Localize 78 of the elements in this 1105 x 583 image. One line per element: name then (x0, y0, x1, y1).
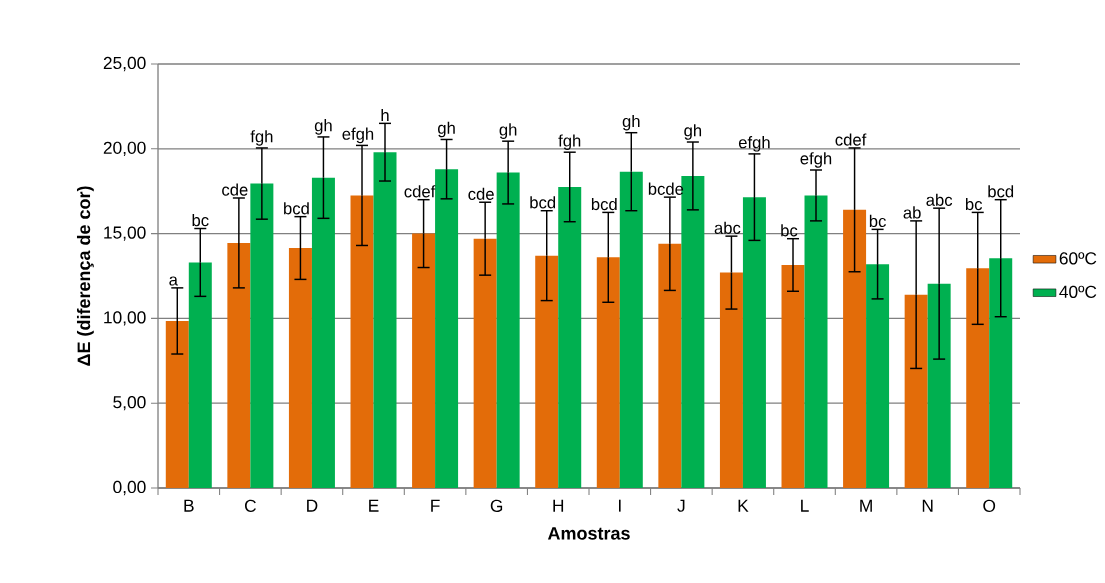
bar (535, 255, 559, 488)
x-tick-label: L (801, 499, 809, 512)
x-tick-label: N (922, 499, 933, 512)
annotation: gh (438, 121, 455, 138)
annotation: ab (903, 206, 921, 219)
annotation: cdef (835, 133, 867, 146)
bar (966, 268, 990, 488)
bar (866, 264, 890, 488)
bar (250, 183, 274, 488)
x-tick-label: F (431, 499, 440, 512)
annotation: fgh (250, 130, 273, 146)
annotation: cde (222, 183, 248, 196)
bar (288, 248, 312, 488)
annotation: abc (714, 221, 741, 234)
annotation: gh (499, 123, 517, 139)
annotation: bc (781, 224, 798, 237)
bar (435, 169, 459, 488)
x-tick-label: M (860, 499, 872, 512)
annotation: bcd (530, 196, 556, 209)
bar (473, 238, 497, 488)
legend-label: 40ºC (1059, 285, 1097, 298)
y-tick-label: 10,00 (104, 311, 146, 326)
annotation: bcd (988, 185, 1014, 198)
annotation: bcd (284, 202, 309, 215)
annotation: bc (965, 197, 983, 211)
x-tick-label: K (738, 499, 749, 512)
bar (658, 243, 682, 488)
bar (165, 320, 189, 488)
annotation: gh (684, 124, 702, 140)
x-tick-label: O (983, 499, 996, 512)
bar (781, 264, 805, 488)
annotation: h (381, 109, 389, 122)
annotation: efgh (800, 152, 832, 168)
bar (804, 195, 828, 488)
bar (373, 152, 397, 488)
bar (719, 272, 743, 488)
bar (927, 283, 951, 488)
x-tick-label: J (677, 499, 685, 512)
bar (904, 294, 928, 488)
annotation: gh (622, 114, 640, 131)
x-axis-title: Amostras (547, 527, 630, 540)
x-tick-label: G (490, 499, 503, 512)
annotation: bc (869, 214, 886, 228)
bar (558, 186, 582, 488)
bar (188, 262, 212, 488)
bar (989, 258, 1013, 488)
annotation: cde (468, 187, 494, 200)
x-tick-label: B (184, 499, 194, 512)
y-tick-label: 25,00 (103, 56, 146, 72)
y-tick-label: 20,00 (103, 141, 146, 156)
bar (596, 257, 620, 488)
y-tick-label: 0,00 (113, 480, 146, 496)
bar (311, 177, 335, 488)
y-axis-title: ΔE (diferença de cor) (76, 186, 94, 366)
bar (681, 175, 705, 488)
annotation: efgh (342, 127, 374, 144)
annotation: efgh (738, 136, 770, 152)
bar (412, 233, 436, 488)
annotation: fgh (558, 134, 581, 150)
x-tick-label: C (244, 499, 256, 512)
bar (496, 172, 520, 488)
x-tick-label: H (553, 499, 564, 512)
y-tick-label: 5,00 (113, 396, 146, 411)
annotation: a (169, 276, 178, 286)
x-tick-label: D (307, 499, 318, 512)
x-tick-label: E (369, 499, 379, 512)
x-tick-label: I (619, 499, 621, 512)
bar (619, 171, 643, 488)
annotation: abc (926, 193, 953, 206)
annotation: gh (314, 119, 332, 135)
y-tick-label: 15,00 (104, 226, 146, 241)
legend-label: 60ºC (1059, 252, 1097, 265)
bar (227, 242, 251, 488)
bar (843, 209, 867, 488)
bar (350, 195, 374, 488)
annotation: bcd (591, 197, 617, 211)
annotation: bc (192, 214, 209, 227)
bar (742, 197, 766, 488)
